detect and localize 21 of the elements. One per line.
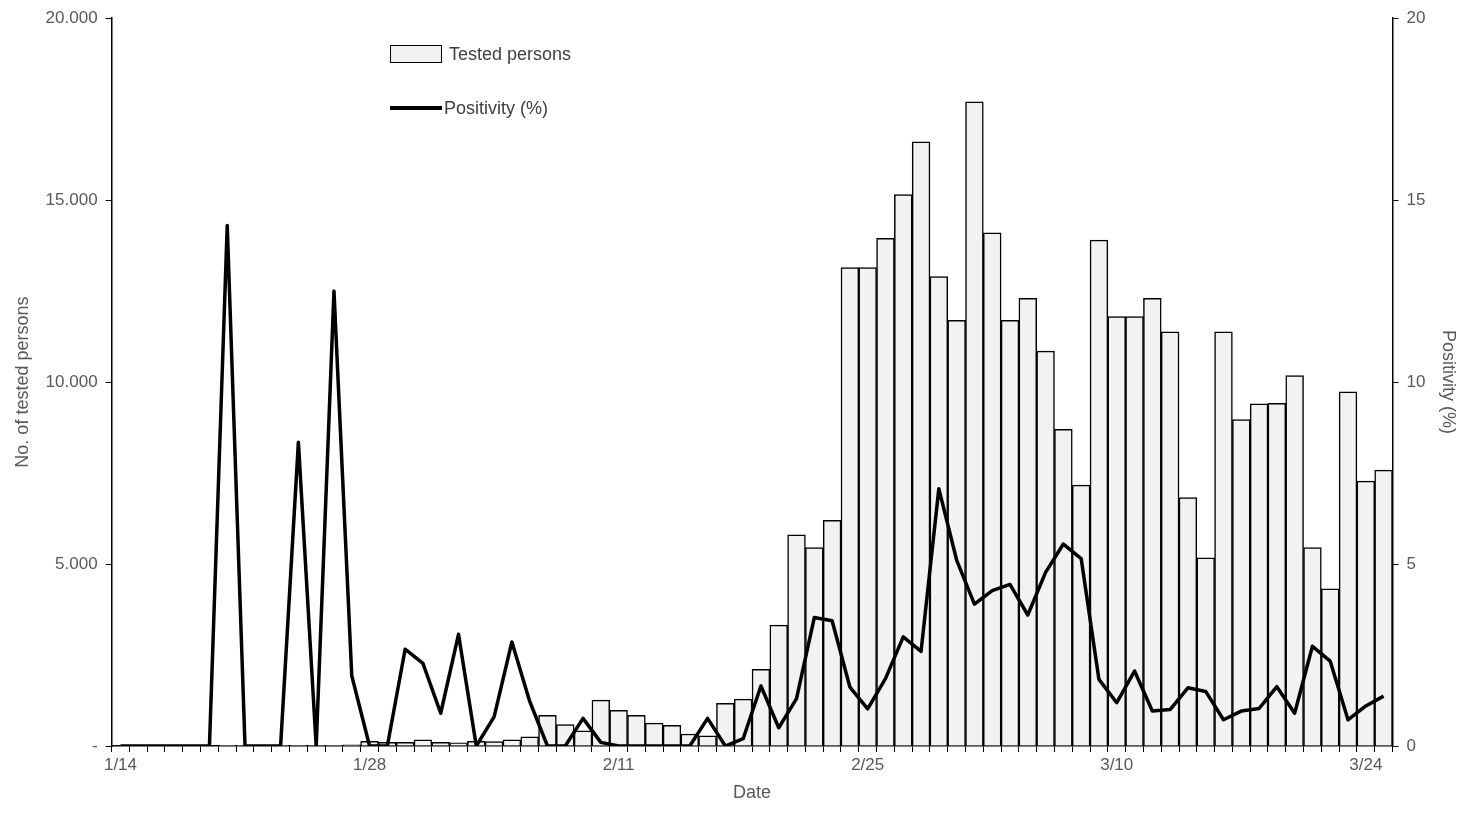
x-tick-label: 1/28 [353, 754, 387, 774]
y2-tick-label: 20 [1406, 7, 1426, 27]
legend-label: Positivity (%) [444, 97, 549, 119]
y-tick-label: - [91, 735, 98, 755]
y-tick-label: 5.000 [55, 553, 98, 573]
x-axis-title: Date [733, 782, 772, 803]
x-tick-label: 2/25 [851, 754, 885, 774]
x-tick-label: 3/24 [1349, 754, 1383, 774]
x-tick-label: 3/10 [1100, 754, 1134, 774]
y-tick-label: 20.000 [45, 7, 98, 27]
y-axis-title: No. of tested persons [11, 296, 32, 468]
y2-axis-title: Positivity (%) [1439, 330, 1460, 435]
y2-tick-label: 15 [1406, 189, 1426, 209]
x-tick-label: 2/11 [602, 754, 635, 774]
y-tick-label: 15.000 [45, 189, 98, 209]
x-tick-label: 1/14 [103, 754, 138, 774]
y2-tick-label: 0 [1406, 735, 1416, 755]
y2-tick-label: 5 [1406, 553, 1416, 573]
y-tick-label: 10.000 [45, 371, 98, 391]
y2-tick-label: 10 [1406, 371, 1426, 391]
legend-label: Tested persons [449, 43, 572, 65]
